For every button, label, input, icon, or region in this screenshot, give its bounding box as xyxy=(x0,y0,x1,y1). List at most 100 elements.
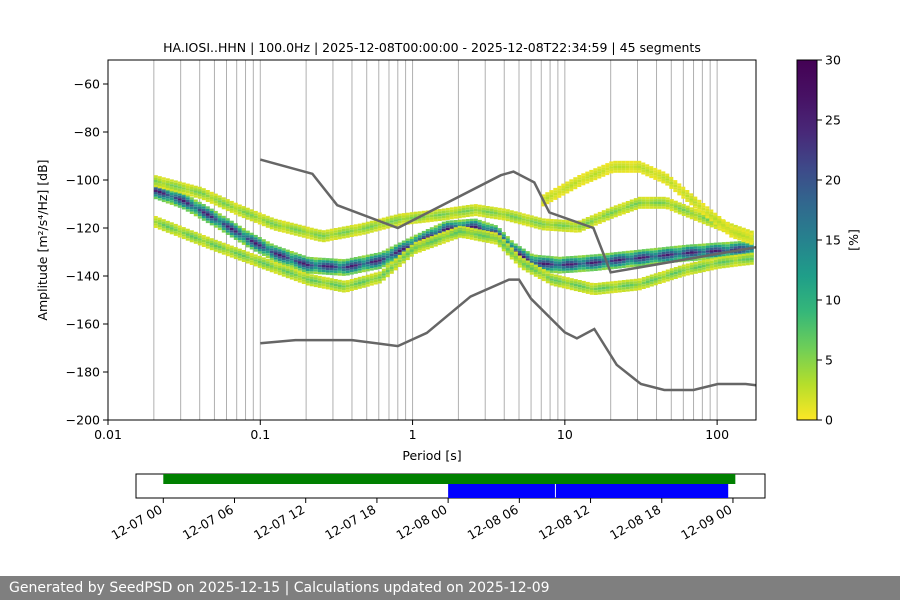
psd-cell xyxy=(469,235,474,238)
psd-cell xyxy=(293,262,298,265)
psd-cell xyxy=(193,234,198,237)
psd-cell xyxy=(173,201,178,204)
psd-cell xyxy=(213,196,218,199)
psd-cell xyxy=(341,273,346,276)
psd-cell xyxy=(189,211,194,214)
psd-cell xyxy=(633,163,638,166)
psd-cell xyxy=(529,265,534,268)
psd-cell xyxy=(309,227,314,231)
psd-cell xyxy=(401,251,406,254)
psd-cell xyxy=(565,286,570,290)
psd-cell xyxy=(189,235,194,238)
psd-cell xyxy=(669,270,674,273)
psd-cell xyxy=(677,209,682,212)
psd-cell xyxy=(373,279,378,283)
psd-cell xyxy=(313,264,318,267)
psd-cell xyxy=(457,213,462,216)
psd-cell xyxy=(445,239,450,243)
psd-cell xyxy=(305,261,310,264)
psd-cell xyxy=(581,255,586,258)
psd-cell xyxy=(461,235,466,239)
psd-cell xyxy=(681,191,686,194)
psd-cell xyxy=(245,207,250,211)
psd-cell xyxy=(685,268,690,271)
psd-cell xyxy=(649,253,654,256)
psd-cell xyxy=(441,221,446,224)
psd-cell xyxy=(689,246,694,250)
psd-cell xyxy=(749,252,754,256)
psd-cell xyxy=(705,250,710,253)
psd-cell xyxy=(597,263,602,266)
psd-cell xyxy=(569,268,574,271)
psd-cell xyxy=(181,199,186,203)
psd-cell xyxy=(377,259,382,262)
psd-cell xyxy=(249,262,254,265)
psd-cell xyxy=(249,235,254,238)
psd-cell xyxy=(321,265,326,268)
psd-cell xyxy=(685,247,690,250)
psd-cell xyxy=(633,205,638,208)
psd-cell xyxy=(221,225,226,228)
psd-cell xyxy=(513,216,518,219)
psd-cell xyxy=(453,216,458,219)
psd-cell xyxy=(701,203,706,206)
psd-cell xyxy=(557,256,562,260)
psd-cell xyxy=(457,215,462,219)
psd-cell xyxy=(601,284,606,287)
psd-cell xyxy=(705,218,710,221)
psd-cell xyxy=(349,225,354,228)
psd-cell xyxy=(629,255,634,258)
psd-cell xyxy=(609,259,614,263)
psd-cell xyxy=(329,283,334,286)
psd-cell xyxy=(597,171,602,174)
psd-cell xyxy=(697,263,702,266)
psd-cell xyxy=(673,189,678,193)
psd-cell xyxy=(625,279,630,282)
psd-cell xyxy=(329,235,334,239)
psd-cell xyxy=(241,213,246,216)
psd-cell xyxy=(749,237,754,240)
psd-cell xyxy=(153,216,158,219)
y-tick-label: −80 xyxy=(74,125,100,140)
psd-cell xyxy=(721,224,726,227)
psd-cell xyxy=(641,169,646,173)
psd-cell xyxy=(581,262,586,265)
psd-cell xyxy=(469,209,474,212)
psd-cell xyxy=(701,267,706,270)
psd-cell xyxy=(205,206,210,209)
psd-cell xyxy=(313,233,318,236)
psd-cell xyxy=(313,271,318,275)
psd-cell xyxy=(345,270,350,274)
psd-cell xyxy=(369,230,374,233)
psd-cell xyxy=(153,192,158,195)
psd-cell xyxy=(285,261,290,264)
psd-cell xyxy=(233,202,238,206)
psd-cell xyxy=(633,288,638,291)
psd-cell xyxy=(161,182,166,185)
psd-cell xyxy=(453,234,458,237)
psd-cell xyxy=(701,269,706,273)
psd-cell xyxy=(749,240,754,243)
psd-cell xyxy=(521,215,526,219)
psd-cell xyxy=(153,182,158,185)
psd-cell xyxy=(221,199,226,203)
psd-cell xyxy=(345,265,350,269)
colorbar-tick-label: 0 xyxy=(825,413,833,428)
psd-cell xyxy=(437,216,442,219)
psd-cell xyxy=(745,238,750,241)
psd-cell xyxy=(297,234,302,237)
psd-cell xyxy=(241,254,246,258)
psd-cell xyxy=(629,288,634,292)
psd-cell xyxy=(249,232,254,236)
psd-cell xyxy=(301,272,306,275)
psd-cell xyxy=(541,262,546,265)
psd-cell xyxy=(357,284,362,287)
psd-cell xyxy=(293,271,298,274)
psd-cell xyxy=(229,227,234,231)
psd-cell xyxy=(209,223,214,226)
psd-cell xyxy=(393,256,398,259)
psd-cell xyxy=(437,242,442,246)
psd-cell xyxy=(597,166,602,169)
psd-cell xyxy=(229,200,234,204)
psd-cell xyxy=(641,206,646,209)
